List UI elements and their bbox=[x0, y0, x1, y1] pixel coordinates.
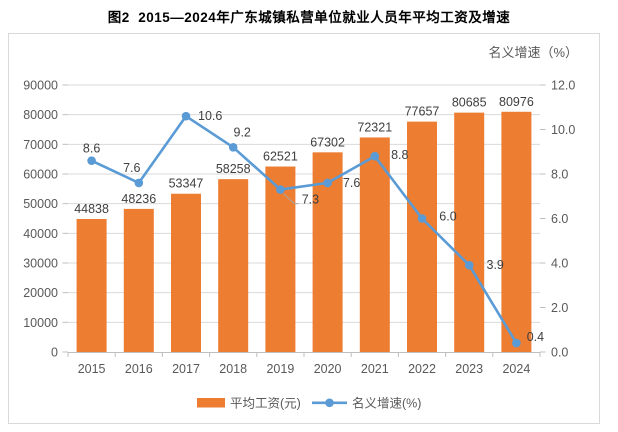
line-value-label: 3.9 bbox=[487, 258, 504, 272]
x-axis-label: 2017 bbox=[172, 362, 200, 376]
bar-2019 bbox=[265, 166, 296, 352]
line-point-2017 bbox=[181, 111, 191, 121]
line-value-label: 7.6 bbox=[343, 176, 360, 190]
bar-value-label: 44838 bbox=[74, 202, 109, 216]
line-value-label: 7.3 bbox=[302, 193, 319, 207]
left-axis-label: 70000 bbox=[23, 138, 58, 152]
bar-value-label: 62521 bbox=[263, 150, 298, 164]
left-axis-label: 40000 bbox=[23, 227, 58, 241]
line-value-label: 8.8 bbox=[391, 148, 408, 162]
line-value-label: 0.4 bbox=[527, 330, 544, 344]
bar-value-label: 58258 bbox=[216, 162, 251, 176]
line-value-label: 9.2 bbox=[234, 125, 251, 139]
x-axis-label: 2022 bbox=[408, 362, 436, 376]
line-point-2024 bbox=[512, 338, 521, 348]
bar-2024 bbox=[501, 111, 532, 352]
right-axis-label: 10.0 bbox=[551, 123, 575, 137]
bar-2017 bbox=[171, 193, 201, 352]
legend-marker-growth bbox=[325, 398, 334, 408]
legend-label-growth: 名义增速(%) bbox=[352, 396, 421, 411]
bar-2022 bbox=[407, 121, 437, 352]
bar-value-label: 48236 bbox=[121, 192, 156, 206]
bar-value-label: 80976 bbox=[499, 95, 534, 109]
bar-2021 bbox=[359, 137, 390, 352]
right-axis-label: 8.0 bbox=[551, 168, 568, 182]
left-axis-label: 20000 bbox=[23, 286, 58, 300]
left-axis-label: 30000 bbox=[23, 257, 58, 271]
line-point-2016 bbox=[134, 178, 144, 188]
line-value-label: 8.6 bbox=[83, 142, 100, 156]
legend-swatch-wage bbox=[197, 398, 225, 408]
right-axis-label: 0.0 bbox=[551, 346, 568, 360]
line-point-2018 bbox=[228, 143, 238, 152]
x-axis-label: 2021 bbox=[361, 362, 389, 376]
right-axis-label: 4.0 bbox=[551, 257, 568, 271]
bar-2023 bbox=[454, 112, 485, 353]
left-axis-label: 50000 bbox=[23, 197, 58, 211]
left-axis-label: 60000 bbox=[23, 168, 58, 182]
right-axis-label: 6.0 bbox=[551, 212, 568, 226]
x-axis-label: 2023 bbox=[455, 362, 483, 376]
bar-value-label: 72321 bbox=[357, 120, 392, 134]
left-axis-label: 0 bbox=[51, 346, 58, 360]
x-axis-label: 2019 bbox=[266, 362, 294, 376]
line-point-2015 bbox=[87, 156, 96, 165]
bar-2018 bbox=[218, 179, 249, 352]
left-axis-label: 10000 bbox=[23, 316, 58, 330]
bar-2015 bbox=[76, 218, 107, 352]
label-leader-line bbox=[283, 193, 299, 205]
x-axis-label: 2024 bbox=[502, 362, 530, 376]
bar-value-label: 67302 bbox=[310, 135, 345, 149]
bar-value-label: 80685 bbox=[452, 96, 487, 110]
chart-frame bbox=[8, 33, 600, 424]
legend-label-wage: 平均工资(元) bbox=[230, 397, 301, 411]
x-axis-label: 2015 bbox=[78, 362, 106, 376]
line-point-2021 bbox=[370, 151, 380, 161]
left-axis-label: 80000 bbox=[23, 108, 58, 122]
x-axis-label: 2020 bbox=[314, 362, 342, 376]
x-axis-label: 2018 bbox=[219, 362, 247, 376]
right-axis-label: 12.0 bbox=[551, 79, 575, 93]
line-point-2019 bbox=[276, 185, 285, 194]
line-point-2023 bbox=[464, 260, 474, 270]
x-axis-label: 2016 bbox=[125, 362, 153, 376]
line-value-label: 6.0 bbox=[439, 210, 456, 224]
bar-value-label: 53347 bbox=[169, 177, 204, 191]
growth-line bbox=[90, 114, 518, 345]
line-value-label: 7.6 bbox=[123, 161, 140, 175]
right-axis-title: 名义增速（%） bbox=[488, 45, 578, 60]
left-axis-label: 90000 bbox=[23, 79, 58, 93]
bar-value-label: 77657 bbox=[405, 105, 440, 119]
line-point-2022 bbox=[417, 214, 427, 223]
line-value-label: 10.6 bbox=[198, 109, 222, 123]
chart-title: 图2 2015—2024年广东城镇私营单位就业人员年平均工资及增速 bbox=[107, 10, 511, 25]
line-point-2020 bbox=[323, 178, 332, 188]
bar-2016 bbox=[123, 208, 154, 352]
right-axis-label: 2.0 bbox=[551, 301, 568, 315]
